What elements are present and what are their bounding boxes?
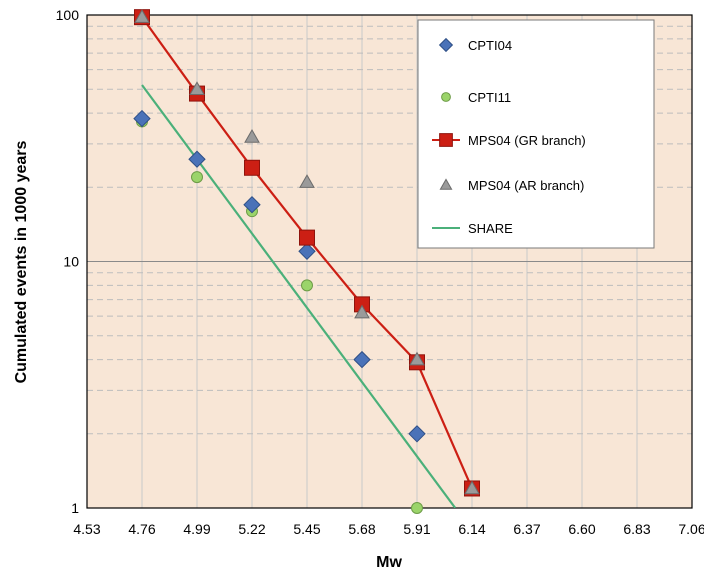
series-1-point-3 [301,279,313,292]
x-tick-label-2: 4.99 [183,521,210,537]
y-tick-label-2: 100 [56,7,80,23]
legend-label-2: MPS04 (GR branch) [468,133,586,148]
series-1-point-1 [191,171,203,184]
series-3-point-5 [409,351,425,366]
series-3-point-6 [464,480,480,495]
x-tick-label-7: 6.14 [458,521,485,537]
series-0-point-5 [408,425,426,443]
plot-frame [86,14,693,509]
legend-swatch-marker-0 [438,37,454,53]
series-2-point-2 [244,159,260,176]
legend-swatch-marker-1 [441,92,451,102]
x-tick-label-11: 7.06 [678,521,704,537]
series-3-point-4 [354,304,370,319]
legend-label-4: SHARE [468,221,513,236]
x-tick-label-3: 5.22 [238,521,265,537]
legend-label-3: MPS04 (AR branch) [468,178,584,193]
x-tick-label-10: 6.83 [623,521,650,537]
series-3-point-2 [244,128,260,143]
legend-box [417,19,655,249]
legend: CPTI04 CPTI11 MPS04 (GR branch) MPS04 (AR b… [417,19,655,249]
y-axis-title: Cumulated events in 1000 years [13,141,30,384]
x-tick-label-5: 5.68 [348,521,375,537]
series-3-point-3 [299,174,315,188]
series-3-point-1 [189,81,205,95]
y-tick-label-1: 10 [63,254,79,270]
x-axis-title: Mw [376,554,402,571]
x-tick-label-8: 6.37 [513,521,540,537]
series-1-point-5 [411,502,423,514]
legend-swatch-marker-2 [439,133,453,147]
series-0-point-4 [353,350,371,369]
legend-label-1: CPTI11 [468,90,511,105]
y-tick-label-0: 1 [71,500,79,516]
x-tick-label-6: 5.91 [403,521,430,537]
x-tick-label-0: 4.53 [73,521,100,537]
series-0-point-2 [243,195,261,214]
x-tick-label-4: 5.45 [293,521,320,537]
series-2-point-3 [299,229,315,246]
x-tick-label-1: 4.76 [128,521,155,537]
series-3-point-0 [134,9,150,23]
legend-label-0: CPTI04 [468,38,512,53]
series-0-point-3 [298,242,316,261]
legend-swatch-marker-3 [439,178,453,190]
series-0-point-1 [188,150,206,168]
tick-labels: 4.53 4.76 4.99 5.22 5.45 5.68 5.91 6.14 6.37 6.60… [56,7,704,537]
x-tick-label-9: 6.60 [568,521,595,537]
series-0-point-0 [133,109,151,128]
series-layer [133,9,480,514]
